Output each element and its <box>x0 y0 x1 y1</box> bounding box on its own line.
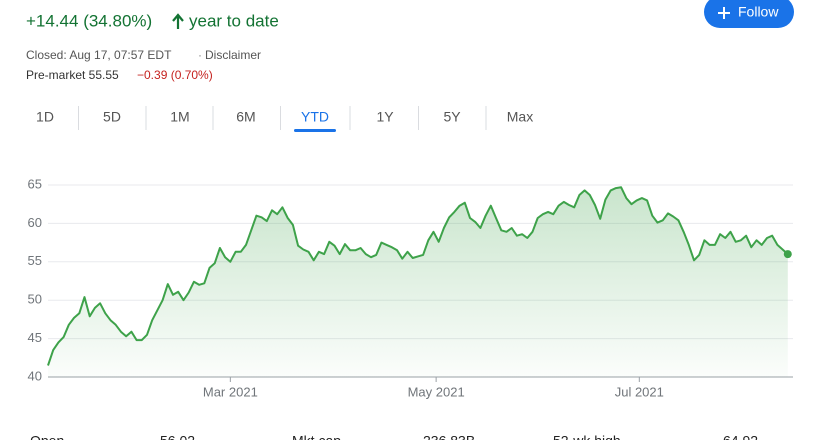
tab[interactable]: 1Y <box>376 109 394 125</box>
tab[interactable]: Max <box>507 109 533 125</box>
stat-label: Mkt cap <box>292 433 341 440</box>
tab[interactable]: 1M <box>170 109 189 125</box>
disclaimer[interactable]: Disclaimer <box>205 48 261 62</box>
x-tick-label: Jul 2021 <box>615 384 664 399</box>
follow-label[interactable]: Follow <box>738 4 779 20</box>
stat-value: 64.92 <box>723 433 758 440</box>
tab[interactable]: 6M <box>236 109 255 125</box>
last-point <box>783 250 792 259</box>
chart: 40 45 50 55 60 65 Mar 2021 May 2021 Jul 2021 <box>28 176 793 399</box>
dot: · <box>198 48 202 62</box>
range-tabs: 1D 5D 1M 6M YTD 1Y 5Y Max <box>36 106 533 132</box>
x-tick-label: Mar 2021 <box>203 384 258 399</box>
closed-info: Closed: Aug 17, 07:57 EDT <box>26 48 172 62</box>
stat-value: 56.02 <box>160 433 195 440</box>
y-tick-label: 45 <box>28 330 42 345</box>
stats-row: Open 56.02 Mkt cap 236.83B 52-wk high 64.92 <box>30 433 758 440</box>
follow-button[interactable]: Follow <box>704 0 794 28</box>
period: year to date <box>189 11 279 30</box>
price-line <box>47 186 789 366</box>
premarket: Pre-market 55.55 <box>26 68 119 82</box>
stat-label: Open <box>30 433 64 440</box>
tab-underline <box>294 129 336 132</box>
y-tick-label: 60 <box>28 215 42 230</box>
stat-value: 236.83B <box>423 433 475 440</box>
premarket-change: −0.39 (0.70%) <box>137 68 213 82</box>
up-arrow <box>172 13 184 29</box>
x-tick-label: May 2021 <box>408 384 465 399</box>
change: +14.44 (34.80%) <box>26 11 152 30</box>
y-tick-label: 40 <box>28 368 42 383</box>
tab[interactable]: YTD <box>301 109 329 125</box>
stat-label: 52-wk high <box>553 433 621 440</box>
y-tick-label: 50 <box>28 292 42 307</box>
area <box>48 187 788 377</box>
follow-bg[interactable] <box>704 0 794 28</box>
tab[interactable]: 5D <box>103 109 121 125</box>
y-tick-label: 65 <box>28 176 42 191</box>
tab[interactable]: 5Y <box>443 109 461 125</box>
y-tick-label: 55 <box>28 253 42 268</box>
tab[interactable]: 1D <box>36 109 54 125</box>
plus-icon <box>718 7 730 19</box>
